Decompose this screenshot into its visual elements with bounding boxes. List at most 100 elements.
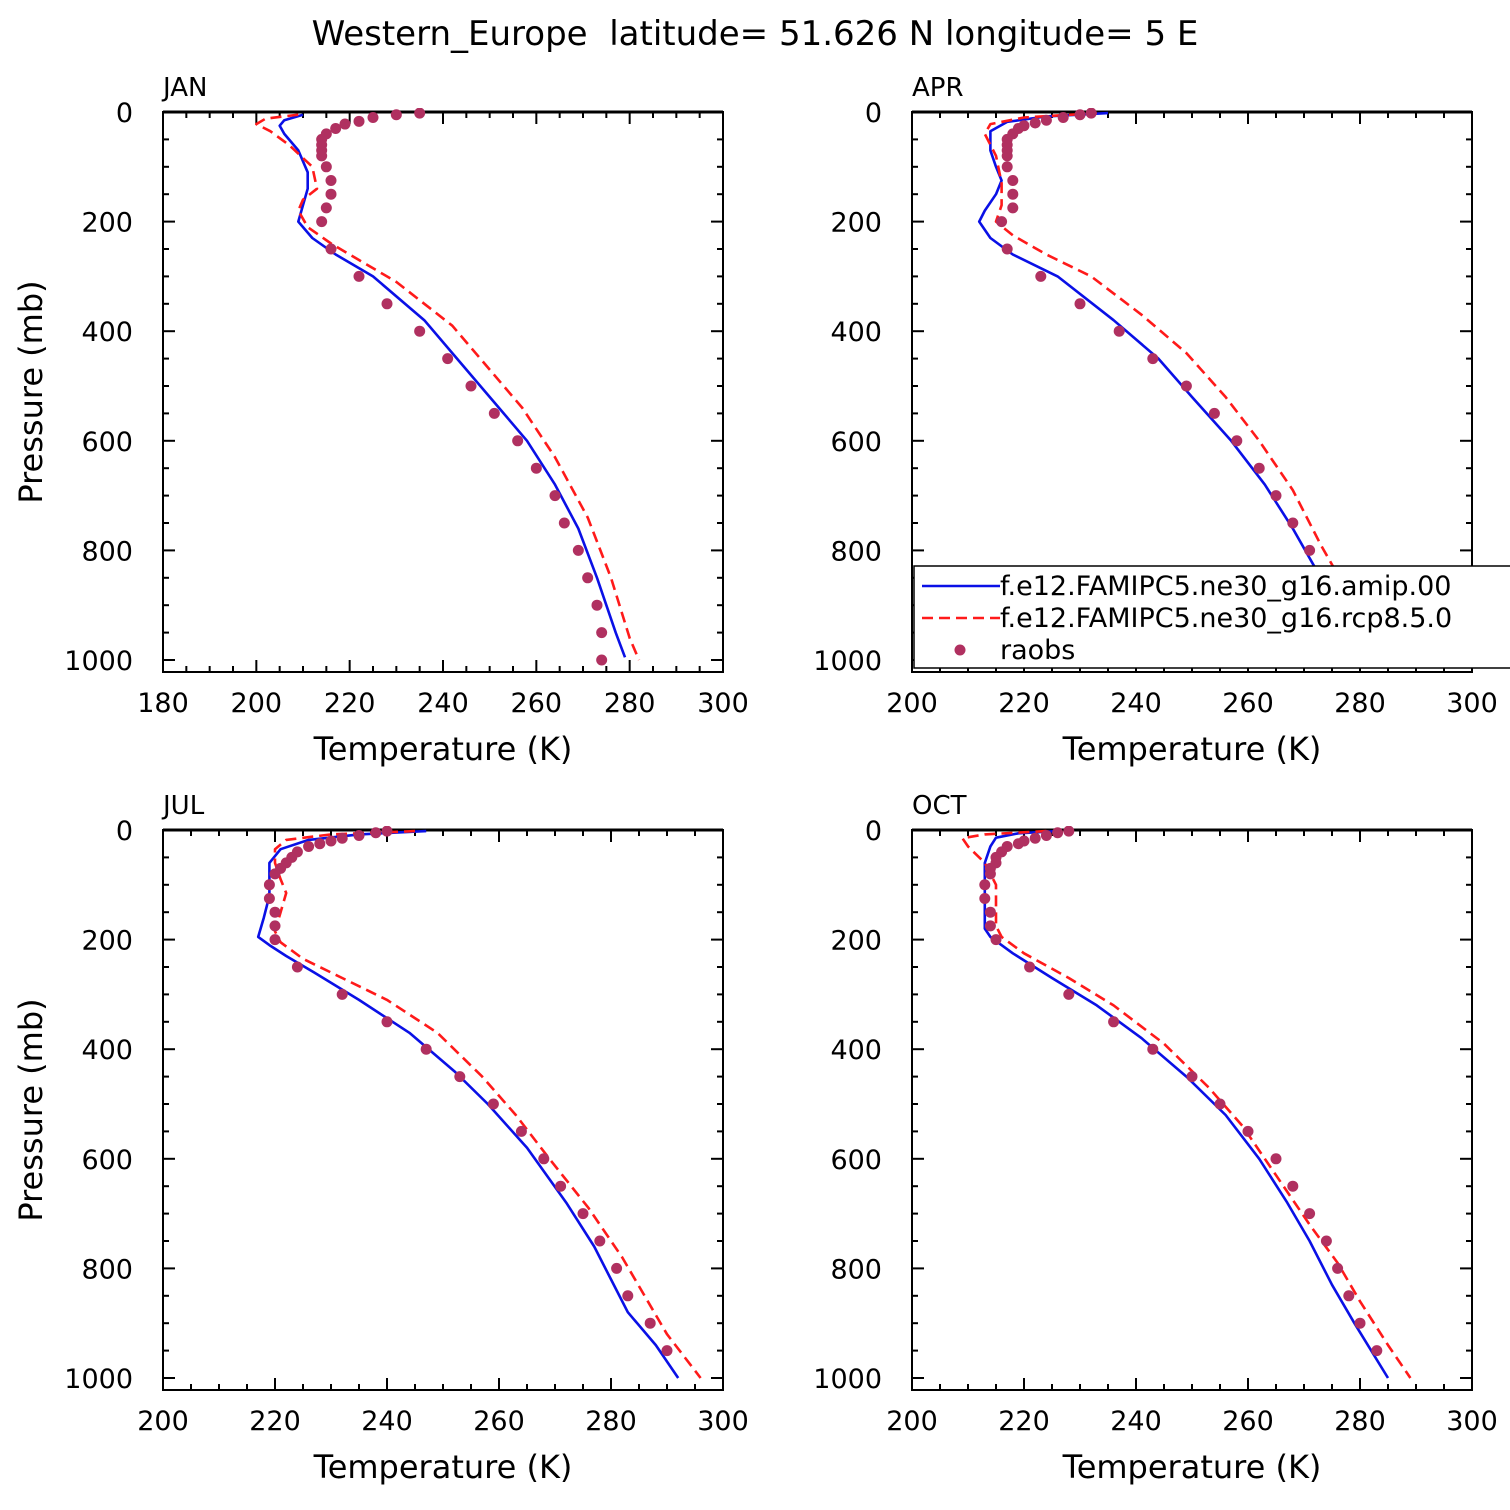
- raobs-point: [320, 161, 332, 173]
- rcp-model-line: [983, 111, 1390, 661]
- raobs-point: [325, 175, 337, 186]
- x-axis-title: Temperature (K): [1062, 730, 1322, 768]
- raobs-point: [1001, 243, 1013, 255]
- raobs-point: [1029, 832, 1041, 844]
- x-tick-label: 200: [231, 688, 283, 719]
- y-tick-label: 200: [81, 208, 133, 239]
- raobs-point: [442, 353, 454, 365]
- raobs-point: [420, 1043, 432, 1055]
- raobs-point: [984, 906, 996, 918]
- raobs-point: [263, 893, 275, 904]
- raobs-point: [353, 115, 365, 127]
- legend-box: [913, 565, 1510, 669]
- raobs-point: [1001, 161, 1013, 173]
- x-tick-label: 220: [998, 1406, 1050, 1437]
- raobs-point: [465, 380, 477, 392]
- raobs-point: [984, 920, 996, 932]
- y-tick-label: 200: [830, 208, 882, 239]
- raobs-point: [269, 920, 281, 932]
- raobs-point: [1063, 826, 1075, 837]
- raobs-point: [582, 572, 594, 584]
- raobs-point: [1052, 827, 1064, 839]
- panel-label: JAN: [161, 73, 207, 103]
- series-group: [977, 108, 1390, 661]
- x-axis-title: Temperature (K): [1062, 1448, 1322, 1486]
- raobs-point: [1085, 108, 1097, 119]
- raobs-point: [577, 1208, 589, 1220]
- raobs-point: [1024, 961, 1036, 973]
- raobs-point: [1231, 435, 1243, 447]
- panel-oct: OCT 200 220 240 260 280 300 0 200 400 600 800 1000 Te…: [813, 791, 1497, 1486]
- x-tick-label: 280: [1334, 1406, 1386, 1437]
- y-axis-title: Pressure (mb): [12, 998, 50, 1221]
- raobs-point: [325, 243, 337, 255]
- y-tick-label: 600: [81, 427, 133, 458]
- x-tick-label: 200: [886, 688, 938, 719]
- raobs-point: [381, 1016, 393, 1028]
- panel-apr: APR 200 220 240 260 280 300 0 200 400 600 800 1000 Te…: [813, 73, 1510, 768]
- raobs-point: [381, 298, 393, 310]
- x-tick-label: 300: [697, 688, 749, 719]
- x-axis-title: Temperature (K): [313, 730, 573, 768]
- raobs-point: [454, 1071, 466, 1083]
- raobs-point: [353, 270, 365, 282]
- raobs-point: [390, 109, 402, 121]
- raobs-point: [1001, 150, 1013, 162]
- raobs-point: [661, 1345, 673, 1357]
- x-tick-label: 280: [604, 688, 656, 719]
- y-tick-label: 400: [830, 317, 882, 348]
- raobs-point: [1304, 544, 1316, 556]
- raobs-point: [530, 462, 542, 474]
- raobs-point: [594, 1235, 606, 1247]
- x-tick-label: 220: [998, 688, 1050, 719]
- raobs-point: [549, 490, 561, 502]
- raobs-point: [1180, 380, 1192, 392]
- x-tick-label: 280: [585, 1406, 637, 1437]
- raobs-point: [1113, 325, 1125, 337]
- y-tick-label: 1000: [813, 646, 882, 677]
- raobs-point: [316, 216, 328, 228]
- raobs-point: [1354, 1317, 1366, 1329]
- x-tick-label: 260: [511, 688, 563, 719]
- raobs-point: [512, 435, 524, 447]
- raobs-point: [1208, 407, 1220, 419]
- raobs-point: [291, 961, 303, 973]
- series-group: [961, 826, 1412, 1379]
- raobs-point: [1287, 517, 1299, 529]
- x-tick-label: 200: [137, 1406, 189, 1437]
- raobs-point: [558, 517, 570, 529]
- raobs-point: [339, 118, 351, 130]
- x-tick-label: 260: [1222, 1406, 1274, 1437]
- y-tick-label: 0: [116, 816, 133, 847]
- y-tick-label: 600: [81, 1145, 133, 1176]
- raobs-point: [353, 829, 365, 841]
- raobs-point: [330, 122, 342, 134]
- raobs-point: [1320, 1235, 1332, 1247]
- legend-raobs-swatch: [954, 644, 966, 656]
- raobs-point: [1012, 838, 1024, 850]
- raobs-point: [269, 906, 281, 918]
- x-axis-title: Temperature (K): [313, 1448, 573, 1486]
- y-tick-label: 0: [865, 816, 882, 847]
- y-tick-label: 600: [830, 427, 882, 458]
- raobs-point: [996, 216, 1008, 228]
- raobs-point: [1270, 490, 1282, 502]
- rcp-model-line: [273, 829, 702, 1379]
- raobs-point: [1214, 1098, 1226, 1110]
- raobs-point: [414, 325, 426, 337]
- y-tick-label: 800: [830, 1254, 882, 1285]
- y-tick-label: 1000: [64, 1364, 133, 1395]
- raobs-point: [1007, 202, 1019, 214]
- raobs-point: [1287, 1180, 1299, 1192]
- legend-entry-label: raobs: [1000, 635, 1075, 666]
- raobs-point: [269, 934, 281, 946]
- raobs-point: [1332, 1262, 1344, 1274]
- raobs-point: [303, 840, 315, 852]
- raobs-point: [1040, 114, 1052, 126]
- raobs-point: [381, 826, 393, 837]
- y-tick-label: 800: [81, 536, 133, 567]
- y-tick-label: 600: [830, 1145, 882, 1176]
- raobs-point: [596, 627, 608, 639]
- raobs-point: [336, 988, 348, 1000]
- panel-jul: JUL 200 220 240 260 280 300 0 200 400 600 800 1000 Te…: [12, 791, 749, 1486]
